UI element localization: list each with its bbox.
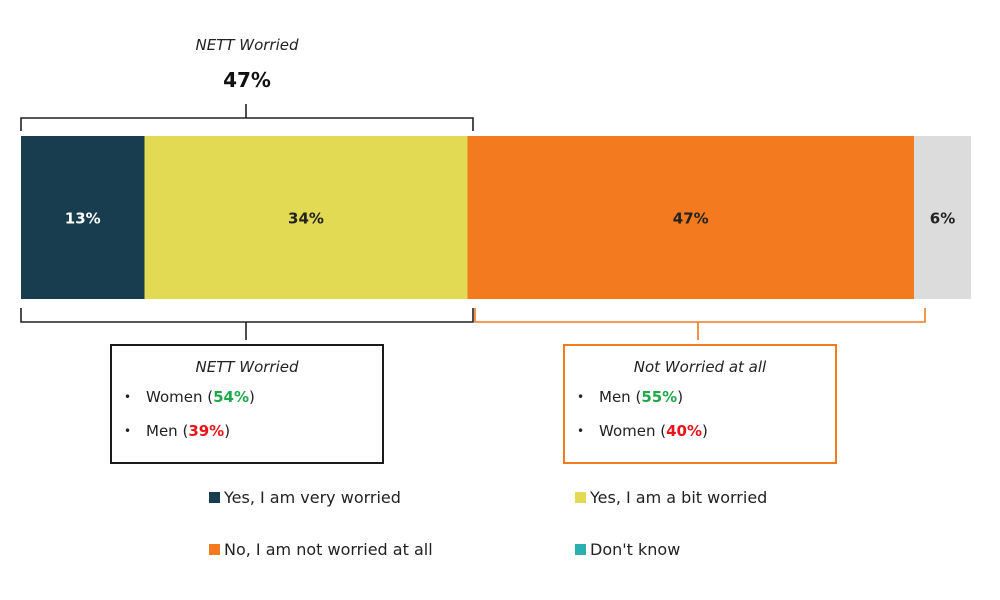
legend-label: Yes, I am a bit worried bbox=[590, 488, 768, 507]
item-pct-wrapper: (40%) bbox=[655, 422, 708, 440]
legend-item-bit-worried: Yes, I am a bit worried bbox=[575, 488, 767, 507]
bar-group: 13% 34% 47% 6% bbox=[21, 136, 971, 299]
bullet-icon: • bbox=[124, 424, 132, 438]
item-pct-wrapper: (39%) bbox=[177, 422, 231, 440]
item-pct-wrapper: (55%) bbox=[630, 388, 684, 406]
bar-segment-1 bbox=[144, 136, 468, 299]
legend-item-very-worried: Yes, I am very worried bbox=[209, 488, 401, 507]
not-worried-box: Not Worried at all • Men (55%) • Women (… bbox=[563, 344, 837, 464]
list-item: • Men (55%) bbox=[577, 388, 823, 406]
item-label: Women bbox=[146, 388, 203, 406]
bar-segment-3 bbox=[914, 136, 971, 299]
data-label-1: 34% bbox=[288, 210, 324, 228]
bottom-bracket-worried bbox=[20, 308, 474, 340]
box-title: NETT Worried bbox=[195, 358, 299, 376]
item-label: Men bbox=[146, 422, 178, 440]
item-pct: 40% bbox=[666, 422, 703, 440]
bullet-icon: • bbox=[124, 390, 132, 404]
data-label-3: 6% bbox=[930, 210, 955, 228]
bar-segment-2 bbox=[467, 136, 914, 299]
item-pct: 55% bbox=[641, 388, 678, 406]
item-label: Men bbox=[599, 388, 631, 406]
bullet-icon: • bbox=[577, 390, 585, 404]
top-bracket-value: 47% bbox=[223, 68, 271, 92]
list-item: • Women (40%) bbox=[577, 422, 823, 440]
data-label-2: 47% bbox=[673, 210, 709, 228]
legend-swatch bbox=[209, 544, 220, 555]
item-pct: 54% bbox=[213, 388, 250, 406]
bullet-icon: • bbox=[577, 424, 585, 438]
legend-swatch bbox=[575, 492, 586, 503]
top-bracket bbox=[20, 104, 474, 131]
list-item: • Men (39%) bbox=[124, 422, 370, 440]
bottom-bracket-not-worried bbox=[474, 308, 926, 340]
item-label: Women bbox=[599, 422, 656, 440]
legend-swatch bbox=[575, 544, 586, 555]
top-bracket-title: NETT Worried bbox=[195, 36, 299, 54]
bar-segment-0 bbox=[21, 136, 145, 299]
box-title: Not Worried at all bbox=[633, 358, 767, 376]
list-item: • Women (54%) bbox=[124, 388, 370, 406]
legend-label: Yes, I am very worried bbox=[224, 488, 401, 507]
item-pct-wrapper: (54%) bbox=[202, 388, 255, 406]
item-pct: 39% bbox=[188, 422, 225, 440]
data-label-0: 13% bbox=[65, 210, 101, 228]
legend-item-not-worried: No, I am not worried at all bbox=[209, 540, 433, 559]
legend-label: Don't know bbox=[590, 540, 681, 559]
legend-swatch bbox=[209, 492, 220, 503]
legend-label: No, I am not worried at all bbox=[224, 540, 433, 559]
nett-worried-box: NETT Worried • Women (54%) • Men (39%) bbox=[110, 344, 384, 464]
legend-item-dont-know: Don't know bbox=[575, 540, 680, 559]
